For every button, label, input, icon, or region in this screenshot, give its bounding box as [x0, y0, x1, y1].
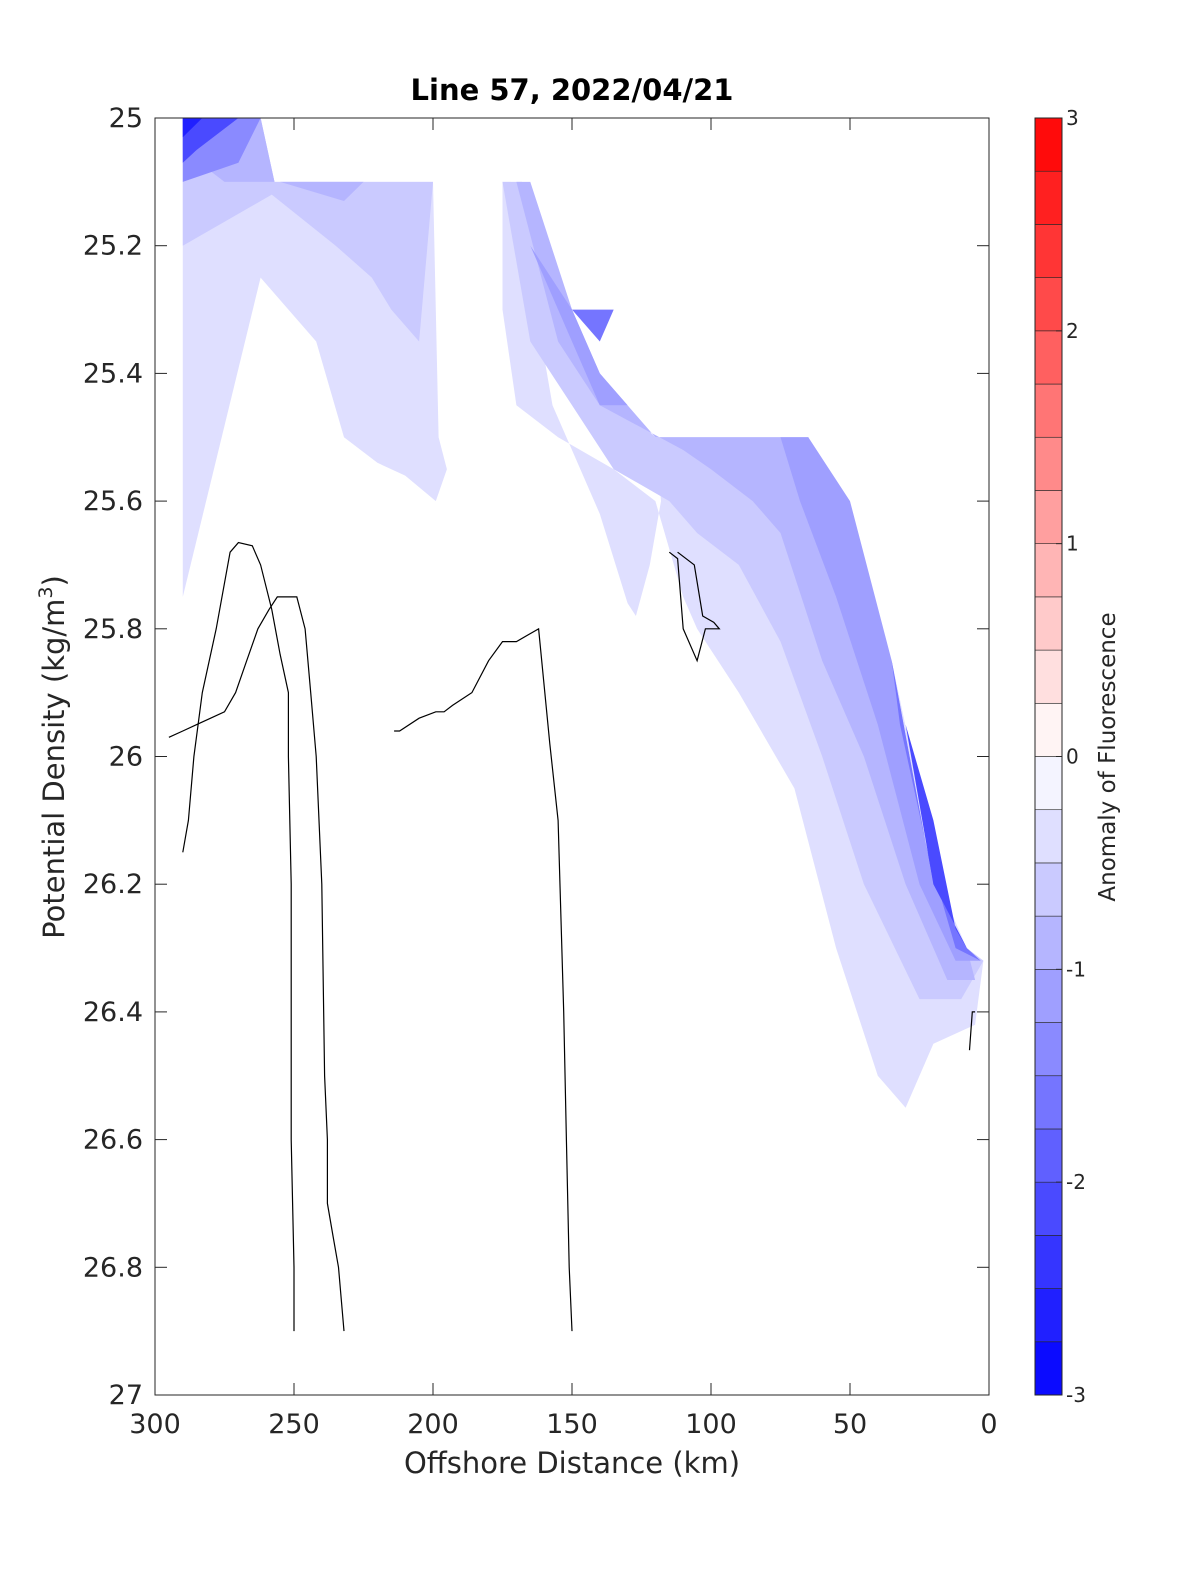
zero-contour-line — [968, 1011, 976, 1051]
colorbar-cell — [1034, 809, 1063, 864]
filled-contour-region — [182, 118, 203, 138]
y-tick-label: 26.6 — [83, 1125, 143, 1156]
colorbar-tick-label: 2 — [1066, 319, 1079, 343]
y-axis-title-superscript: 3 — [35, 586, 57, 598]
y-tick-label: 25.6 — [83, 486, 143, 517]
y-tick-label: 26 — [109, 742, 143, 773]
colorbar-cell — [1034, 1181, 1063, 1236]
colorbar-tick-label: 3 — [1066, 106, 1079, 130]
colorbar: -3 -2 -1 0 1 2 3 — [1034, 106, 1086, 1407]
x-tick-label: 100 — [685, 1409, 737, 1440]
colorbar-cell — [1034, 1128, 1063, 1183]
colorbar-cell — [1034, 224, 1063, 278]
plot-area: 300 250 200 150 100 50 0 2525.225.425.625.8262… — [83, 103, 998, 1440]
colorbar-tick-label: -2 — [1066, 1170, 1086, 1194]
y-tick-label: 25.8 — [83, 614, 143, 645]
x-tick-label: 150 — [546, 1409, 598, 1440]
y-tick-label: 26.2 — [83, 869, 143, 900]
colorbar-tick-label: -3 — [1066, 1383, 1086, 1407]
filled-contour-region — [502, 181, 984, 1000]
x-tick-label: 250 — [268, 1409, 320, 1440]
colorbar-tick-label: -1 — [1066, 957, 1086, 981]
y-tick-label: 26.8 — [83, 1252, 143, 1283]
y-tick-label: 25.4 — [83, 358, 143, 389]
colorbar-tick-label: 0 — [1066, 745, 1079, 769]
filled-contour-region — [780, 437, 981, 961]
filled-contour-region — [182, 118, 239, 163]
y-axis-title-main: Potential Density (kg/m — [37, 599, 71, 939]
colorbar-cell — [1034, 1022, 1063, 1077]
x-axis: 300 250 200 150 100 50 0 — [129, 118, 998, 1440]
chart-title: Line 57, 2022/04/21 — [411, 73, 734, 107]
colorbar-cell — [1034, 543, 1063, 598]
colorbar-cell — [1034, 383, 1063, 438]
zero-contour-line — [668, 551, 721, 663]
colorbar-cell — [1034, 117, 1063, 172]
y-axis-title: Potential Density (kg/m3) — [35, 575, 71, 939]
x-tick-label: 0 — [980, 1409, 997, 1440]
colorbar-cell — [1034, 170, 1063, 225]
colorbar-cell — [1034, 1341, 1063, 1396]
zero-contour-line — [168, 596, 345, 1332]
y-axis-title-suffix: ) — [37, 575, 71, 586]
zero-contour-layer — [168, 541, 976, 1332]
colorbar-cell — [1034, 702, 1063, 757]
colorbar-cell — [1034, 649, 1063, 704]
x-tick-label: 300 — [129, 1409, 181, 1440]
colorbar-cell — [1034, 862, 1063, 917]
x-tick-label: 200 — [407, 1409, 459, 1440]
colorbar-cell — [1034, 490, 1063, 544]
x-tick-label: 50 — [833, 1409, 867, 1440]
colorbar-cell — [1034, 1075, 1063, 1130]
colorbar-tick-label: 1 — [1066, 532, 1079, 556]
filled-contour-region — [530, 245, 628, 406]
colorbar-cell — [1034, 969, 1063, 1023]
colorbar-cell — [1034, 277, 1063, 332]
colorbar-label: Anomaly of Fluorescence — [1095, 612, 1121, 901]
x-axis-title: Offshore Distance (km) — [404, 1446, 740, 1480]
y-tick-label: 25.2 — [83, 231, 143, 262]
colorbar-cell — [1034, 1235, 1063, 1289]
colorbar-cell — [1034, 1288, 1063, 1343]
zero-contour-line — [182, 541, 295, 1332]
colorbar-cell — [1034, 915, 1063, 970]
filled-contour-region — [572, 309, 614, 342]
colorbar-ticks: -3 -2 -1 0 1 2 3 — [1056, 106, 1086, 1407]
y-tick-label: 25 — [109, 103, 143, 134]
y-tick-label: 27 — [109, 1380, 143, 1411]
zero-contour-line — [394, 627, 573, 1332]
y-tick-label: 26.4 — [83, 997, 143, 1028]
filled-contour-region — [905, 724, 967, 949]
colorbar-cell — [1034, 596, 1063, 651]
colorbar-cell — [1034, 436, 1063, 491]
colorbar-cell — [1034, 756, 1063, 811]
filled-contour-layer — [182, 118, 984, 1108]
y-axis: 25 25.2 25.4 25.6 25.8 26 26.2 26.4 26.6 26.8 27 — [83, 103, 989, 1411]
colorbar-cell — [1034, 330, 1063, 385]
